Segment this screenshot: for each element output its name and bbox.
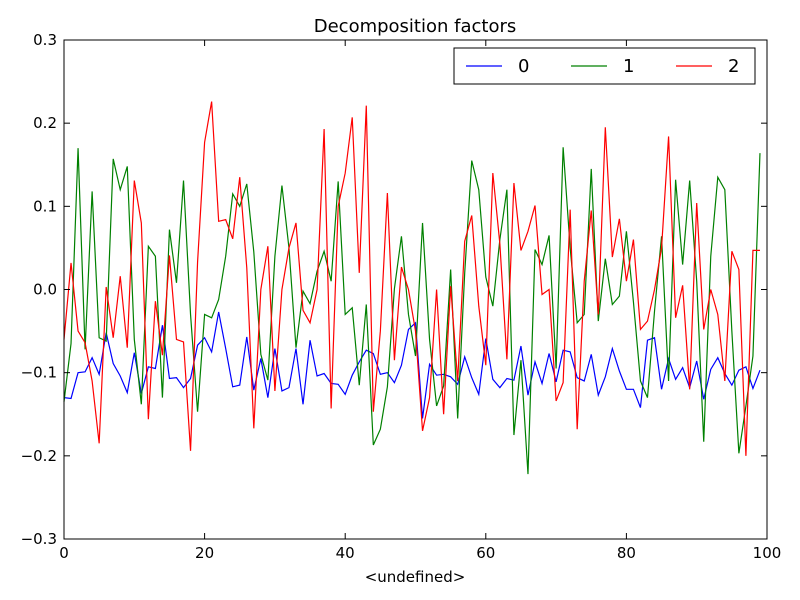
legend-label-2: 2 bbox=[728, 56, 739, 77]
y-tick-label: 0.3 bbox=[33, 31, 57, 49]
axis-ticks bbox=[63, 39, 768, 540]
y-tick-label: −0.3 bbox=[21, 530, 57, 548]
legend-label-1: 1 bbox=[623, 56, 634, 77]
series-line-0 bbox=[63, 311, 761, 419]
x-tick-label: 40 bbox=[336, 544, 355, 562]
legend: 0 1 2 bbox=[453, 47, 756, 85]
legend-label-0: 0 bbox=[518, 56, 529, 77]
y-tick-label: −0.2 bbox=[21, 447, 57, 465]
y-tick-label: 0.1 bbox=[33, 197, 57, 215]
x-tick-label: 20 bbox=[195, 544, 214, 562]
plot-area bbox=[63, 101, 761, 475]
y-tick-label: 0.0 bbox=[33, 281, 57, 299]
chart-title: Decomposition factors bbox=[314, 16, 517, 37]
x-tick-label: 100 bbox=[753, 544, 782, 562]
y-tick-label: −0.1 bbox=[21, 364, 57, 382]
series-line-1 bbox=[63, 147, 761, 475]
axis-tick-labels: 0 20 40 60 80 100−0.3−0.2−0.10.00.10.20.3 bbox=[21, 31, 782, 562]
x-axis-label: <undefined> bbox=[365, 568, 466, 586]
x-tick-label: 60 bbox=[476, 544, 495, 562]
series-line-2 bbox=[63, 101, 760, 456]
y-tick-label: 0.2 bbox=[33, 114, 57, 132]
x-tick-label: 80 bbox=[617, 544, 636, 562]
x-tick-label: 0 bbox=[59, 544, 69, 562]
